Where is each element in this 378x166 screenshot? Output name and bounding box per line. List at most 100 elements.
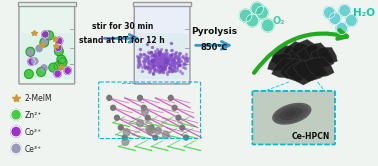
Point (143, 66, 149, 69)
Point (146, 66, 152, 69)
Text: 2-MeIM: 2-MeIM (25, 94, 52, 103)
FancyBboxPatch shape (253, 91, 335, 144)
Point (171, 68, 177, 71)
Point (167, 54, 174, 57)
Circle shape (37, 68, 45, 76)
Point (176, 53, 182, 56)
Point (142, 54, 148, 57)
Point (146, 61, 152, 64)
Point (182, 67, 188, 70)
Polygon shape (318, 47, 337, 63)
Point (157, 65, 163, 68)
Point (173, 62, 179, 65)
Text: stir for 30 min: stir for 30 min (91, 22, 153, 31)
Point (171, 66, 177, 68)
Point (152, 63, 158, 65)
Circle shape (180, 125, 185, 130)
Point (160, 59, 166, 61)
Point (149, 61, 155, 64)
Point (156, 59, 163, 62)
Circle shape (41, 65, 47, 71)
Point (166, 69, 172, 72)
Bar (133, 2, 191, 6)
Point (152, 55, 158, 58)
Point (160, 61, 166, 64)
Point (170, 63, 176, 66)
Circle shape (57, 55, 66, 64)
Point (175, 62, 181, 65)
Point (144, 56, 150, 58)
Point (146, 50, 152, 53)
Point (183, 53, 189, 55)
Circle shape (163, 131, 169, 138)
Polygon shape (305, 57, 334, 77)
Point (161, 61, 167, 63)
Point (156, 62, 163, 64)
Circle shape (147, 127, 154, 134)
Point (162, 60, 168, 62)
Point (160, 55, 166, 58)
Point (158, 62, 164, 64)
Point (159, 57, 165, 60)
Circle shape (153, 135, 158, 140)
Point (167, 58, 173, 61)
Point (159, 54, 165, 57)
Point (150, 72, 156, 75)
Circle shape (54, 44, 62, 51)
Point (136, 59, 142, 61)
Text: O₂: O₂ (273, 16, 285, 26)
Point (146, 70, 152, 73)
Polygon shape (276, 49, 306, 72)
Point (150, 54, 156, 56)
Point (155, 64, 161, 67)
Point (163, 52, 169, 54)
Point (177, 61, 183, 64)
Circle shape (138, 95, 143, 100)
Point (174, 68, 180, 71)
Point (160, 58, 166, 61)
Point (160, 56, 166, 59)
Point (151, 67, 157, 69)
Point (158, 59, 164, 61)
Point (163, 49, 169, 52)
Circle shape (111, 105, 116, 110)
Point (153, 58, 159, 61)
Point (169, 59, 175, 62)
Circle shape (32, 58, 38, 64)
Point (152, 59, 158, 62)
Circle shape (122, 135, 127, 140)
Point (150, 54, 156, 57)
Point (172, 54, 178, 57)
Text: Ce³⁺: Ce³⁺ (25, 145, 42, 154)
Point (135, 63, 141, 65)
Point (153, 62, 160, 65)
Point (159, 64, 165, 67)
Point (146, 61, 152, 64)
Point (160, 56, 166, 59)
Point (149, 52, 155, 55)
Circle shape (336, 23, 347, 34)
Circle shape (256, 6, 268, 19)
Point (153, 61, 160, 64)
Point (165, 59, 171, 62)
Point (149, 58, 155, 61)
Point (161, 62, 167, 64)
Point (153, 68, 160, 71)
Point (163, 59, 169, 61)
Point (163, 62, 169, 65)
Bar (136, 33, 188, 79)
Point (162, 54, 168, 56)
Point (158, 53, 164, 56)
Point (147, 59, 153, 61)
Point (166, 66, 172, 69)
Point (163, 59, 169, 61)
Point (156, 53, 163, 56)
Point (151, 67, 157, 70)
Point (164, 70, 170, 73)
Point (176, 52, 182, 55)
Circle shape (118, 125, 123, 130)
Point (167, 59, 173, 62)
Point (172, 53, 178, 55)
Point (152, 54, 158, 56)
Point (174, 57, 180, 59)
